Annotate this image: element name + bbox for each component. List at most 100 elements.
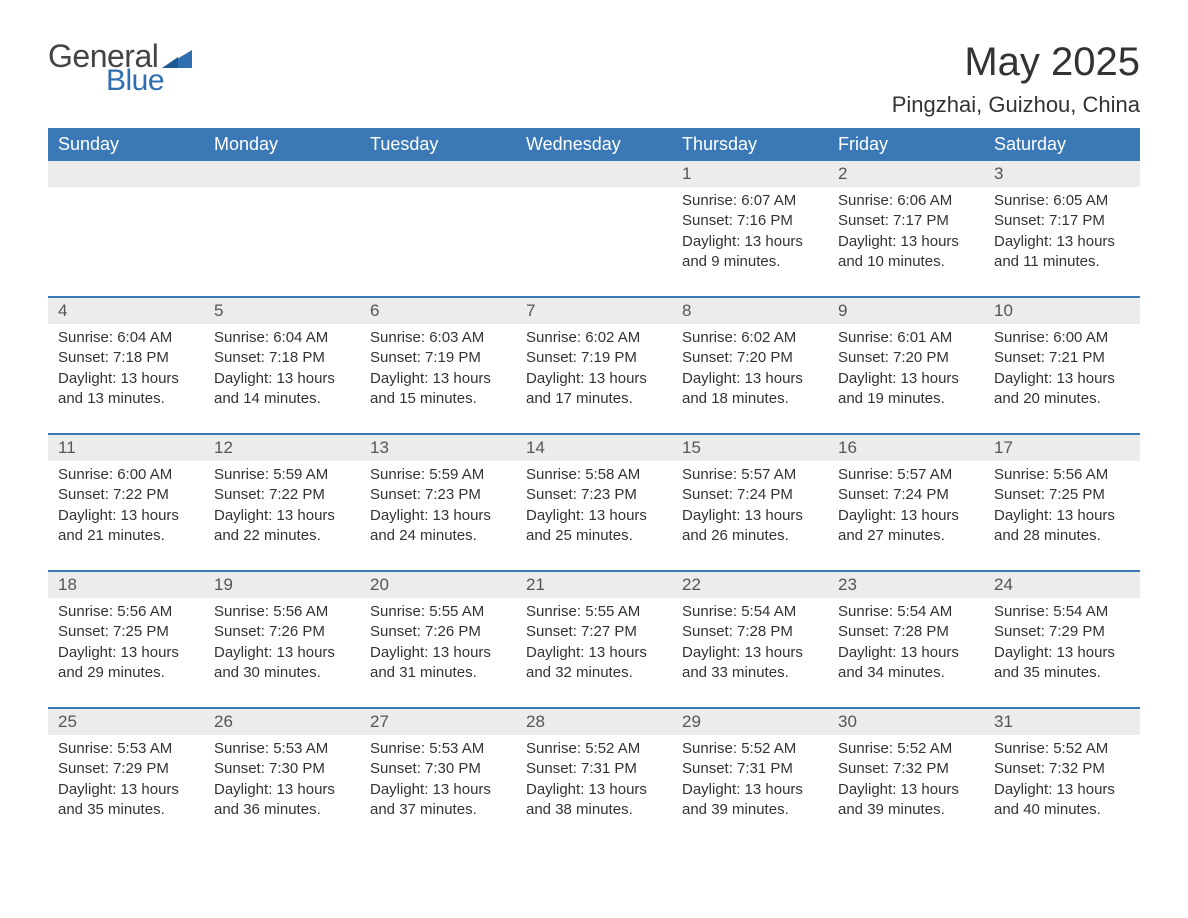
daylight-line: Daylight: 13 hours and 27 minutes. — [838, 506, 974, 547]
calendar-day-cell: 4Sunrise: 6:04 AMSunset: 7:18 PMDaylight… — [48, 297, 204, 434]
day-body: Sunrise: 5:53 AMSunset: 7:29 PMDaylight:… — [48, 735, 204, 844]
calendar-day-cell: 15Sunrise: 5:57 AMSunset: 7:24 PMDayligh… — [672, 434, 828, 571]
calendar-day-cell: 17Sunrise: 5:56 AMSunset: 7:25 PMDayligh… — [984, 434, 1140, 571]
calendar-day-cell: 27Sunrise: 5:53 AMSunset: 7:30 PMDayligh… — [360, 708, 516, 844]
sunrise-line: Sunrise: 6:00 AM — [58, 465, 194, 485]
calendar-day-cell: 13Sunrise: 5:59 AMSunset: 7:23 PMDayligh… — [360, 434, 516, 571]
calendar-day-cell: 25Sunrise: 5:53 AMSunset: 7:29 PMDayligh… — [48, 708, 204, 844]
day-number: 19 — [204, 572, 360, 598]
calendar-table: SundayMondayTuesdayWednesdayThursdayFrid… — [48, 128, 1140, 844]
calendar-day-cell: 11Sunrise: 6:00 AMSunset: 7:22 PMDayligh… — [48, 434, 204, 571]
day-number: 13 — [360, 435, 516, 461]
daylight-line: Daylight: 13 hours and 37 minutes. — [370, 780, 506, 821]
sunset-line: Sunset: 7:25 PM — [994, 485, 1130, 505]
day-number: 6 — [360, 298, 516, 324]
sunset-line: Sunset: 7:22 PM — [58, 485, 194, 505]
calendar-day-cell: 21Sunrise: 5:55 AMSunset: 7:27 PMDayligh… — [516, 571, 672, 708]
sunset-line: Sunset: 7:31 PM — [526, 759, 662, 779]
sunset-line: Sunset: 7:19 PM — [370, 348, 506, 368]
sunrise-line: Sunrise: 5:55 AM — [370, 602, 506, 622]
day-number: 16 — [828, 435, 984, 461]
weekday-header: Monday — [204, 128, 360, 161]
daylight-line: Daylight: 13 hours and 17 minutes. — [526, 369, 662, 410]
daylight-line: Daylight: 13 hours and 21 minutes. — [58, 506, 194, 547]
sunrise-line: Sunrise: 6:06 AM — [838, 191, 974, 211]
sunrise-line: Sunrise: 5:52 AM — [838, 739, 974, 759]
calendar-day-cell: 16Sunrise: 5:57 AMSunset: 7:24 PMDayligh… — [828, 434, 984, 571]
logo: General Blue — [48, 40, 192, 96]
day-body: Sunrise: 5:53 AMSunset: 7:30 PMDaylight:… — [360, 735, 516, 844]
sunset-line: Sunset: 7:24 PM — [838, 485, 974, 505]
sunset-line: Sunset: 7:28 PM — [682, 622, 818, 642]
sunrise-line: Sunrise: 5:55 AM — [526, 602, 662, 622]
sunrise-line: Sunrise: 6:05 AM — [994, 191, 1130, 211]
location-text: Pingzhai, Guizhou, China — [892, 92, 1140, 118]
sunset-line: Sunset: 7:18 PM — [214, 348, 350, 368]
sunset-line: Sunset: 7:29 PM — [58, 759, 194, 779]
day-body: Sunrise: 5:58 AMSunset: 7:23 PMDaylight:… — [516, 461, 672, 570]
daylight-line: Daylight: 13 hours and 24 minutes. — [370, 506, 506, 547]
day-number: 24 — [984, 572, 1140, 598]
day-body: Sunrise: 5:54 AMSunset: 7:29 PMDaylight:… — [984, 598, 1140, 707]
day-body: Sunrise: 5:56 AMSunset: 7:25 PMDaylight:… — [984, 461, 1140, 570]
day-body: Sunrise: 5:57 AMSunset: 7:24 PMDaylight:… — [828, 461, 984, 570]
sunrise-line: Sunrise: 5:53 AM — [370, 739, 506, 759]
daylight-line: Daylight: 13 hours and 31 minutes. — [370, 643, 506, 684]
weekday-header-row: SundayMondayTuesdayWednesdayThursdayFrid… — [48, 128, 1140, 161]
day-body: Sunrise: 5:55 AMSunset: 7:27 PMDaylight:… — [516, 598, 672, 707]
sunrise-line: Sunrise: 6:04 AM — [58, 328, 194, 348]
sunset-line: Sunset: 7:23 PM — [526, 485, 662, 505]
daylight-line: Daylight: 13 hours and 32 minutes. — [526, 643, 662, 684]
calendar-day-cell: 12Sunrise: 5:59 AMSunset: 7:22 PMDayligh… — [204, 434, 360, 571]
day-number: 8 — [672, 298, 828, 324]
sunrise-line: Sunrise: 5:56 AM — [58, 602, 194, 622]
day-body: Sunrise: 5:54 AMSunset: 7:28 PMDaylight:… — [672, 598, 828, 707]
calendar-day-cell: 5Sunrise: 6:04 AMSunset: 7:18 PMDaylight… — [204, 297, 360, 434]
sunset-line: Sunset: 7:17 PM — [838, 211, 974, 231]
page-header: General Blue May 2025 Pingzhai, Guizhou,… — [48, 40, 1140, 118]
daylight-line: Daylight: 13 hours and 36 minutes. — [214, 780, 350, 821]
daylight-line: Daylight: 13 hours and 34 minutes. — [838, 643, 974, 684]
calendar-day-cell: 24Sunrise: 5:54 AMSunset: 7:29 PMDayligh… — [984, 571, 1140, 708]
calendar-day-cell — [360, 161, 516, 297]
sunset-line: Sunset: 7:31 PM — [682, 759, 818, 779]
sunset-line: Sunset: 7:24 PM — [682, 485, 818, 505]
day-number: 27 — [360, 709, 516, 735]
daylight-line: Daylight: 13 hours and 28 minutes. — [994, 506, 1130, 547]
day-body — [48, 187, 204, 287]
calendar-day-cell: 14Sunrise: 5:58 AMSunset: 7:23 PMDayligh… — [516, 434, 672, 571]
day-body: Sunrise: 5:55 AMSunset: 7:26 PMDaylight:… — [360, 598, 516, 707]
calendar-day-cell: 8Sunrise: 6:02 AMSunset: 7:20 PMDaylight… — [672, 297, 828, 434]
daylight-line: Daylight: 13 hours and 14 minutes. — [214, 369, 350, 410]
sunset-line: Sunset: 7:23 PM — [370, 485, 506, 505]
day-body — [516, 187, 672, 287]
day-body: Sunrise: 6:05 AMSunset: 7:17 PMDaylight:… — [984, 187, 1140, 296]
weekday-header: Tuesday — [360, 128, 516, 161]
calendar-day-cell: 7Sunrise: 6:02 AMSunset: 7:19 PMDaylight… — [516, 297, 672, 434]
calendar-week-row: 11Sunrise: 6:00 AMSunset: 7:22 PMDayligh… — [48, 434, 1140, 571]
day-body: Sunrise: 5:53 AMSunset: 7:30 PMDaylight:… — [204, 735, 360, 844]
day-body: Sunrise: 6:04 AMSunset: 7:18 PMDaylight:… — [48, 324, 204, 433]
day-number: 23 — [828, 572, 984, 598]
sunset-line: Sunset: 7:32 PM — [838, 759, 974, 779]
daylight-line: Daylight: 13 hours and 19 minutes. — [838, 369, 974, 410]
sunset-line: Sunset: 7:30 PM — [370, 759, 506, 779]
sunset-line: Sunset: 7:17 PM — [994, 211, 1130, 231]
calendar-day-cell: 3Sunrise: 6:05 AMSunset: 7:17 PMDaylight… — [984, 161, 1140, 297]
calendar-day-cell: 29Sunrise: 5:52 AMSunset: 7:31 PMDayligh… — [672, 708, 828, 844]
sunrise-line: Sunrise: 5:59 AM — [214, 465, 350, 485]
daylight-line: Daylight: 13 hours and 38 minutes. — [526, 780, 662, 821]
day-body — [204, 187, 360, 287]
daylight-line: Daylight: 13 hours and 39 minutes. — [682, 780, 818, 821]
sunrise-line: Sunrise: 5:54 AM — [994, 602, 1130, 622]
calendar-day-cell — [48, 161, 204, 297]
day-number: 29 — [672, 709, 828, 735]
calendar-week-row: 1Sunrise: 6:07 AMSunset: 7:16 PMDaylight… — [48, 161, 1140, 297]
calendar-day-cell: 19Sunrise: 5:56 AMSunset: 7:26 PMDayligh… — [204, 571, 360, 708]
day-number: 26 — [204, 709, 360, 735]
day-number: 12 — [204, 435, 360, 461]
day-body: Sunrise: 6:03 AMSunset: 7:19 PMDaylight:… — [360, 324, 516, 433]
day-body: Sunrise: 6:01 AMSunset: 7:20 PMDaylight:… — [828, 324, 984, 433]
day-number-bar — [516, 161, 672, 187]
sunset-line: Sunset: 7:26 PM — [214, 622, 350, 642]
